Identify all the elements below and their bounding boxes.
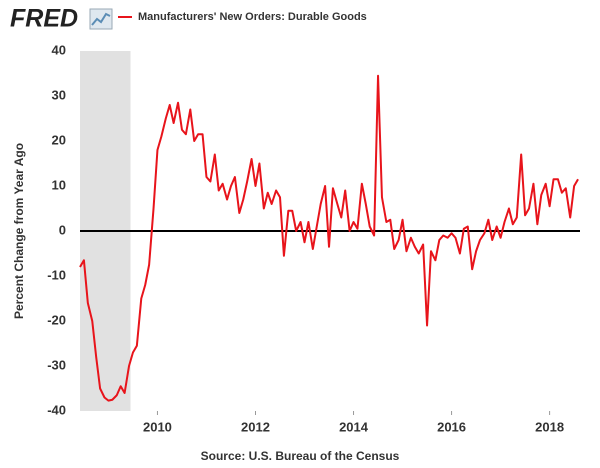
y-tick-label: -30 [47, 357, 66, 372]
y-tick-label: -40 [47, 402, 66, 417]
x-tick-label: 2010 [143, 419, 172, 434]
y-tick-label: 10 [52, 177, 66, 192]
x-tick-label: 2018 [535, 419, 564, 434]
logo: FRED [10, 5, 78, 33]
y-tick-label: -10 [47, 267, 66, 282]
y-tick-label: 30 [52, 87, 66, 102]
x-tick-label: 2012 [241, 419, 270, 434]
y-tick-label: -20 [47, 312, 66, 327]
legend-label: Manufacturers' New Orders: Durable Goods [138, 11, 367, 23]
y-tick-label: 0 [59, 222, 66, 237]
logo-icon [89, 8, 113, 30]
x-tick-label: 2014 [339, 419, 369, 434]
source: Source: U.S. Bureau of the Census [201, 449, 400, 463]
y-tick-label: 40 [52, 42, 66, 57]
y-axis-label: Percent Change from Year Ago [12, 143, 26, 319]
x-tick-label: 2016 [437, 419, 466, 434]
data-line [79, 74, 579, 402]
y-tick-label: 20 [52, 132, 66, 147]
